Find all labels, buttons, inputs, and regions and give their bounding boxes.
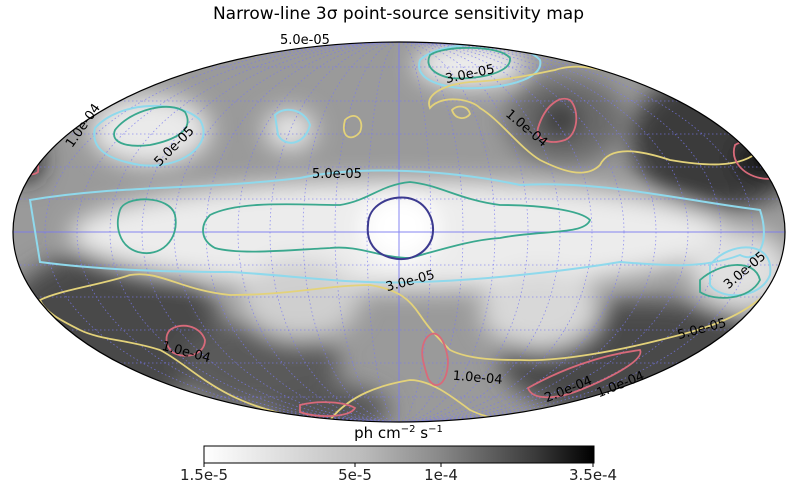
colorbar-ticks xyxy=(203,463,594,467)
plot-title: Narrow-line 3σ point-source sensitivity … xyxy=(212,4,585,24)
colorbar-tick-label: 1e-4 xyxy=(424,466,458,484)
contour-label: 5.0e-05 xyxy=(312,167,362,182)
colorbar-tick-label: 1.5e-5 xyxy=(179,466,229,484)
contour-label: 5.0e-05 xyxy=(280,33,330,48)
colorbar xyxy=(203,445,595,464)
colorbar-tick-label: 3.5e-4 xyxy=(568,466,618,484)
colorbar-label: ph cm−2 s−1 xyxy=(354,424,443,442)
contour-label: 1.0e-04 xyxy=(452,369,503,388)
map-outline xyxy=(12,41,786,423)
colorbar-tick-label: 5e-5 xyxy=(338,466,372,484)
